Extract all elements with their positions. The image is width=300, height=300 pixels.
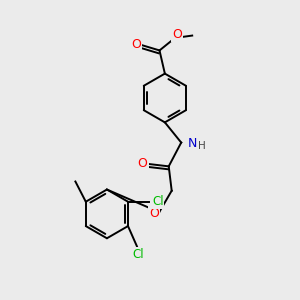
Text: O: O bbox=[138, 157, 148, 170]
Text: Cl: Cl bbox=[133, 248, 144, 261]
Text: N: N bbox=[188, 137, 197, 150]
Text: H: H bbox=[198, 140, 206, 151]
Text: O: O bbox=[172, 28, 182, 41]
Text: O: O bbox=[131, 38, 141, 51]
Text: Cl: Cl bbox=[152, 195, 164, 208]
Text: O: O bbox=[149, 207, 159, 220]
